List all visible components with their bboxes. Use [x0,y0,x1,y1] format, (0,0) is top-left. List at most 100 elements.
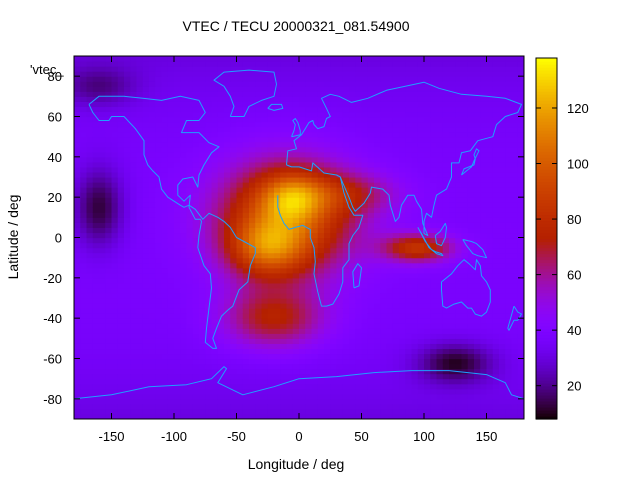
heatmap-cell [80,111,88,118]
heatmap-cell [261,141,269,148]
heatmap-cell [111,56,119,62]
heatmap-cell [105,187,113,193]
heatmap-cell [130,262,138,269]
heatmap-cell [86,161,94,168]
heatmap-cell [80,333,88,339]
heatmap-cell [461,298,469,304]
heatmap-cell [292,232,300,239]
heatmap-cell [311,182,319,188]
heatmap-cell [92,287,100,294]
heatmap-cell [342,101,350,108]
heatmap-cell [386,237,394,244]
heatmap-cell [405,61,413,67]
heatmap-cell [242,141,250,148]
heatmap-cell [399,116,406,123]
heatmap-cell [361,277,369,284]
heatmap-cell [361,136,369,143]
heatmap-cell [480,282,488,289]
heatmap-cell [155,267,163,274]
heatmap-cell [361,368,369,375]
heatmap-cell [155,363,163,370]
heatmap-cell [324,131,331,138]
heatmap-cell [92,207,100,213]
heatmap-cell [224,363,231,370]
heatmap-cell [324,76,331,82]
heatmap-cell [417,222,425,229]
heatmap-cell [392,71,400,77]
heatmap-cell [305,298,313,304]
heatmap-cell [124,71,131,77]
heatmap-cell [349,177,356,183]
heatmap-cell [267,308,275,314]
heatmap-cell [180,202,188,208]
heatmap-cell [267,202,275,208]
heatmap-cell [105,96,113,102]
heatmap-cell [455,363,463,370]
heatmap-cell [355,277,363,284]
heatmap-cell [505,333,513,339]
heatmap-cell [217,257,225,264]
heatmap-cell [424,121,431,128]
heatmap-cell [80,292,88,299]
heatmap-cell [355,237,363,244]
heatmap-cell [336,187,344,193]
heatmap-cell [305,222,313,229]
heatmap-cell [80,106,88,113]
heatmap-cell [136,368,144,375]
heatmap-cell [430,343,438,350]
heatmap-cell [467,363,475,370]
heatmap-cell [130,363,138,370]
heatmap-cell [124,146,131,153]
heatmap-cell [86,207,94,213]
heatmap-cell [267,126,275,133]
heatmap-cell [124,61,131,67]
heatmap-cell [149,111,156,118]
heatmap-cell [417,282,425,289]
heatmap-cell [380,313,388,319]
heatmap-cell [167,277,175,284]
heatmap-cell [205,348,213,355]
heatmap-cell [474,247,481,254]
heatmap-cell [330,292,338,299]
heatmap-cell [342,56,350,62]
heatmap-cell [124,192,131,198]
heatmap-cell [92,378,100,385]
heatmap-cell [305,277,313,284]
heatmap-cell [99,96,106,102]
heatmap-cell [467,187,475,193]
heatmap-cell [330,227,338,234]
heatmap-cell [255,187,263,193]
heatmap-cell [274,348,281,355]
heatmap-cell [392,56,400,62]
heatmap-cell [324,292,331,299]
heatmap-cell [224,408,231,415]
heatmap-cell [380,91,388,97]
heatmap-cell [99,56,106,62]
heatmap-cell [149,373,156,380]
heatmap-cell [286,408,294,415]
heatmap-cell [499,242,506,249]
heatmap-cell [130,91,138,97]
heatmap-cell [217,222,225,229]
heatmap-cell [461,333,469,339]
heatmap-cell [317,197,325,203]
heatmap-cell [142,161,150,168]
heatmap-cell [280,318,288,324]
heatmap-cell [374,257,381,264]
heatmap-cell [492,202,500,208]
heatmap-cell [167,242,175,249]
heatmap-cell [249,146,256,153]
heatmap-cell [192,262,200,269]
heatmap-cell [174,363,181,370]
heatmap-cell [436,227,444,234]
heatmap-cell [180,292,188,299]
heatmap-cell [374,237,381,244]
heatmap-cell [224,71,231,77]
heatmap-cell [355,222,363,229]
heatmap-cell [399,303,406,309]
heatmap-cell [105,66,113,72]
heatmap-cell [99,202,106,208]
heatmap-cell [342,368,350,375]
heatmap-cell [74,373,81,380]
heatmap-cell [361,61,369,67]
